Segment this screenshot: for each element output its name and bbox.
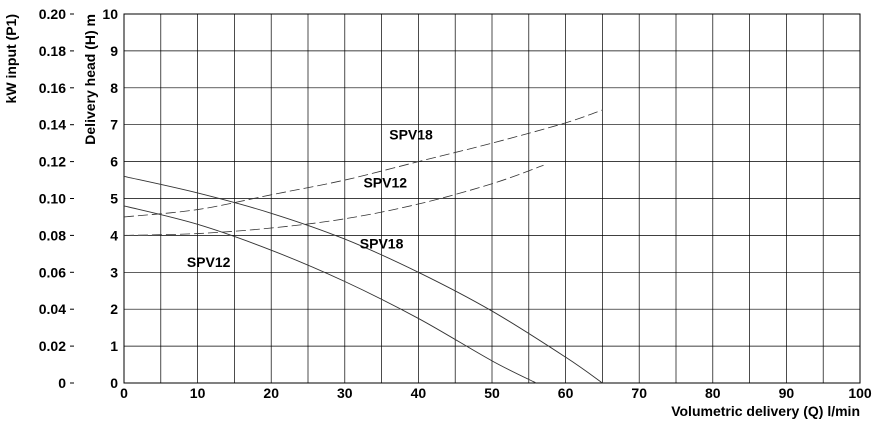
labels: 0 10 20 30 40 50 60 70 80 90 10001234567891000.020… <box>3 6 872 419</box>
x-tick-label: 90 <box>779 385 795 401</box>
y2-tick-label: 0.10 <box>39 191 66 207</box>
series-label-spv12: SPV12 <box>363 174 407 190</box>
power-curve-spv12 <box>123 164 544 236</box>
x-tick-label: 70 <box>631 385 647 401</box>
y-tick-label: 7 <box>110 117 118 133</box>
y-tick-label: 6 <box>110 154 118 170</box>
head-curve-spv18 <box>123 175 603 384</box>
y2-tick-label: 0.16 <box>39 80 66 96</box>
series-label-spv18: SPV18 <box>389 126 433 142</box>
curves <box>123 109 603 384</box>
y-tick-label: 2 <box>110 301 118 317</box>
x-tick-label: 50 <box>484 385 500 401</box>
y-tick-label: 9 <box>110 43 118 59</box>
y-axis-title: Delivery head (H) m <box>82 14 98 145</box>
grid <box>70 13 861 384</box>
x-tick-label: 20 <box>263 385 279 401</box>
y-tick-label: 4 <box>110 227 118 243</box>
y2-tick-label: 0 <box>58 375 66 391</box>
plot-frame <box>123 13 861 384</box>
y2-tick-label: 0.08 <box>39 227 66 243</box>
y2-axis-title: kW input (P1) <box>3 14 19 103</box>
head-curve-spv12 <box>123 205 537 384</box>
x-tick-label: 40 <box>411 385 427 401</box>
y-tick-label: 1 <box>110 338 118 354</box>
x-tick-label: 60 <box>558 385 574 401</box>
x-tick-label: 10 <box>190 385 206 401</box>
y2-tick-label: 0.14 <box>39 117 66 133</box>
y2-tick-label: 0.18 <box>39 43 66 59</box>
y-tick-label: 10 <box>102 6 118 22</box>
x-axis-title: Volumetric delivery (Q) l/min <box>671 403 860 419</box>
y2-tick-label: 0.12 <box>39 154 66 170</box>
x-tick-label: 0 <box>120 385 128 401</box>
y2-tick-label: 0.02 <box>39 338 66 354</box>
y-tick-label: 8 <box>110 80 118 96</box>
y2-tick-label: 0.06 <box>39 264 66 280</box>
y2-tick-label: 0.04 <box>39 301 66 317</box>
power-curve-spv18 <box>123 109 603 218</box>
y2-tick-label: 0.20 <box>39 6 66 22</box>
y-tick-label: 3 <box>110 264 118 280</box>
y-tick-label: 0 <box>110 375 118 391</box>
x-tick-label: 30 <box>337 385 353 401</box>
x-tick-label: 80 <box>705 385 721 401</box>
x-tick-label: 100 <box>848 385 872 401</box>
series-label-spv12: SPV12 <box>187 254 231 270</box>
y-tick-label: 5 <box>110 191 118 207</box>
series-label-spv18: SPV18 <box>360 235 404 251</box>
